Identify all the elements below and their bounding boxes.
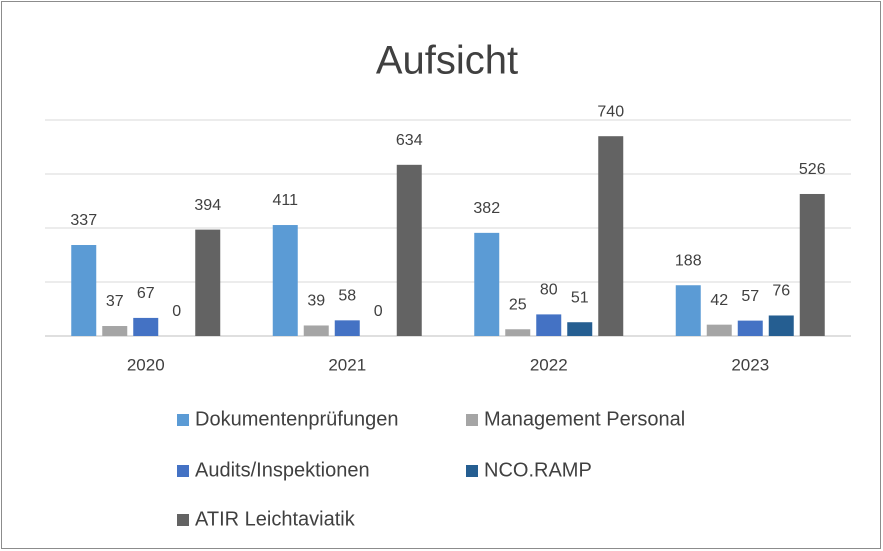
bar xyxy=(799,193,825,336)
x-tick-label: 2020 xyxy=(127,355,165,374)
legend-swatch xyxy=(177,514,189,526)
legend-label: Management Personal xyxy=(484,408,685,430)
legend-swatch xyxy=(466,465,478,477)
value-label: 0 xyxy=(172,303,181,320)
bar xyxy=(505,329,531,336)
value-label: 67 xyxy=(137,285,155,302)
value-label: 57 xyxy=(741,288,759,305)
chart-title: Aufsicht xyxy=(376,39,518,83)
value-label: 394 xyxy=(194,197,221,214)
bar xyxy=(737,320,763,336)
bar xyxy=(706,324,732,336)
x-tick-label: 2021 xyxy=(328,355,366,374)
bar xyxy=(102,326,128,336)
value-label: 25 xyxy=(509,296,527,313)
legend-label: Dokumentenprüfungen xyxy=(195,408,398,430)
bar xyxy=(598,136,624,336)
bar xyxy=(334,320,360,336)
value-label: 0 xyxy=(374,303,383,320)
value-label: 634 xyxy=(396,132,423,149)
bar xyxy=(474,232,500,336)
value-label: 42 xyxy=(710,292,728,309)
value-label: 80 xyxy=(540,282,558,299)
bar xyxy=(536,314,562,336)
value-label: 740 xyxy=(597,103,624,120)
bar xyxy=(195,229,221,336)
legend-swatch xyxy=(177,414,189,426)
value-label: 337 xyxy=(70,212,97,229)
legend-swatch xyxy=(466,414,478,426)
legend-swatch xyxy=(177,465,189,477)
legend-label: Audits/Inspektionen xyxy=(195,459,370,481)
legend-label: ATIR Leichtaviatik xyxy=(195,508,356,530)
bar xyxy=(396,164,422,336)
value-label: 382 xyxy=(473,200,500,217)
bar xyxy=(71,245,97,336)
legend-label: NCO.RAMP xyxy=(484,459,592,481)
value-label: 37 xyxy=(106,293,124,310)
value-label: 51 xyxy=(571,289,589,306)
x-tick-label: 2022 xyxy=(530,355,568,374)
bar xyxy=(272,225,298,336)
bar xyxy=(133,317,159,336)
x-tick-label: 2023 xyxy=(731,355,769,374)
value-label: 58 xyxy=(338,288,356,305)
bar xyxy=(675,285,701,336)
bar xyxy=(303,325,329,336)
bar xyxy=(567,322,593,336)
value-label: 39 xyxy=(307,293,325,310)
value-label: 76 xyxy=(772,283,790,300)
value-label: 526 xyxy=(799,161,826,178)
value-label: 188 xyxy=(675,252,702,269)
value-label: 411 xyxy=(272,192,298,209)
bar xyxy=(768,315,794,336)
